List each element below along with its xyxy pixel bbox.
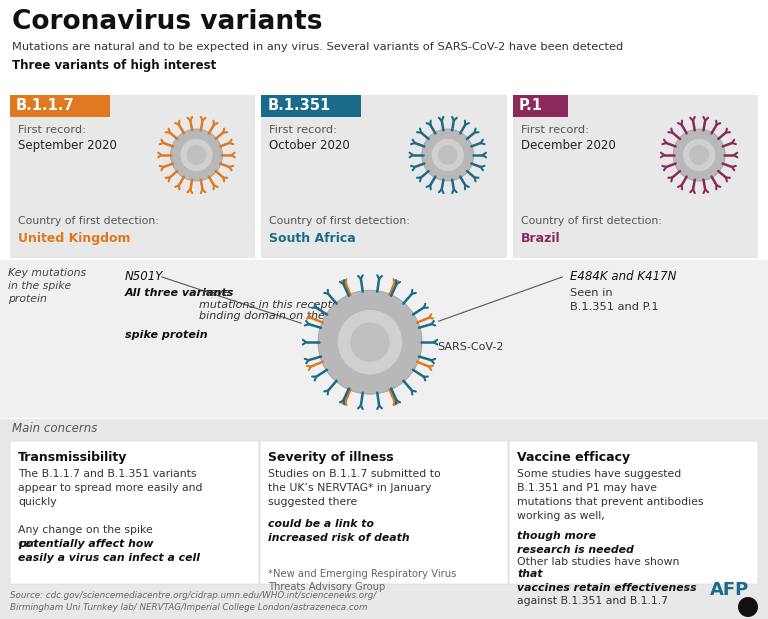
- Bar: [513, 95, 568, 117]
- Circle shape: [432, 139, 464, 171]
- Text: First record:: First record:: [18, 125, 86, 135]
- Text: Other lab studies have shown: Other lab studies have shown: [518, 557, 684, 567]
- Text: Mutations are natural and to be expected in any virus. Several variants of SARS-: Mutations are natural and to be expected…: [12, 42, 624, 52]
- Circle shape: [187, 145, 207, 165]
- Bar: [261, 95, 507, 258]
- Text: protein: protein: [8, 294, 47, 304]
- Circle shape: [170, 129, 223, 181]
- Circle shape: [350, 322, 389, 362]
- Bar: [10, 441, 259, 584]
- Circle shape: [318, 290, 422, 394]
- Circle shape: [738, 597, 758, 617]
- Text: Transmissibility: Transmissibility: [18, 451, 127, 464]
- Text: Country of first detection:: Country of first detection:: [521, 216, 661, 226]
- Bar: [0, 260, 768, 418]
- Text: against B.1.351 and B.1.1.7: against B.1.351 and B.1.1.7: [518, 596, 668, 606]
- Bar: [513, 95, 758, 258]
- Text: Key mutations: Key mutations: [8, 268, 86, 278]
- Text: Seen in
B.1.351 and P.1: Seen in B.1.351 and P.1: [570, 288, 659, 312]
- Text: B.1.351: B.1.351: [267, 98, 330, 113]
- Text: Three variants of high interest: Three variants of high interest: [12, 59, 217, 72]
- Text: The B.1.1.7 and B.1.351 variants
appear to spread more easily and
quickly: The B.1.1.7 and B.1.351 variants appear …: [18, 469, 203, 507]
- Circle shape: [438, 145, 458, 165]
- Circle shape: [422, 129, 474, 181]
- Text: South Africa: South Africa: [270, 232, 356, 245]
- Text: September 2020: September 2020: [18, 139, 117, 152]
- Circle shape: [673, 129, 725, 181]
- Bar: [261, 95, 361, 117]
- Text: All three variants: All three variants: [125, 288, 234, 298]
- Text: First record:: First record:: [270, 125, 337, 135]
- Bar: [260, 441, 508, 584]
- Text: Source: cdc.gov/sciencemediacentre.org/cidrap.umn.edu/WHO.int/sciencenews.org/
B: Source: cdc.gov/sciencemediacentre.org/c…: [10, 591, 376, 612]
- Text: First record:: First record:: [521, 125, 588, 135]
- Text: Country of first detection:: Country of first detection:: [18, 216, 159, 226]
- Text: that
vaccines retain effectiveness: that vaccines retain effectiveness: [518, 569, 697, 593]
- Bar: [10, 95, 110, 117]
- Text: *New and Emerging Respiratory Virus
Threats Advisory Group: *New and Emerging Respiratory Virus Thre…: [268, 569, 456, 592]
- Bar: [0, 419, 768, 619]
- Text: Severity of illness: Severity of illness: [268, 451, 393, 464]
- Text: Country of first detection:: Country of first detection:: [270, 216, 410, 226]
- Text: Coronavirus variants: Coronavirus variants: [12, 9, 323, 35]
- Text: Any change on the spike
can: Any change on the spike can: [18, 525, 153, 549]
- Circle shape: [683, 139, 715, 171]
- Text: SARS-CoV-2: SARS-CoV-2: [437, 342, 504, 352]
- Text: though more
research is needed: though more research is needed: [518, 531, 634, 555]
- Text: in the spike: in the spike: [8, 281, 71, 291]
- Bar: [509, 441, 758, 584]
- Text: Main concerns: Main concerns: [12, 422, 98, 435]
- Text: Vaccine efficacy: Vaccine efficacy: [518, 451, 631, 464]
- Text: Brazil: Brazil: [521, 232, 561, 245]
- Text: potentially affect how
easily a virus can infect a cell: potentially affect how easily a virus ca…: [18, 539, 200, 563]
- Text: E484K and K417N: E484K and K417N: [570, 270, 677, 283]
- Text: Some studies have suggested
B.1.351 and P1 may have
mutations that prevent antib: Some studies have suggested B.1.351 and …: [518, 469, 703, 521]
- Text: December 2020: December 2020: [521, 139, 615, 152]
- Text: could be a link to
increased risk of death: could be a link to increased risk of dea…: [268, 519, 409, 543]
- Text: October 2020: October 2020: [270, 139, 350, 152]
- Text: B.1.1.7: B.1.1.7: [16, 98, 74, 113]
- Text: United Kingdom: United Kingdom: [18, 232, 131, 245]
- Bar: [10, 95, 255, 258]
- Circle shape: [689, 145, 709, 165]
- Text: N501Y: N501Y: [125, 270, 164, 283]
- Text: spike protein: spike protein: [125, 330, 207, 340]
- Text: P.1: P.1: [518, 98, 543, 113]
- Text: have
mutations in this receptor-
binding domain on the: have mutations in this receptor- binding…: [199, 288, 346, 333]
- Circle shape: [338, 310, 402, 374]
- Circle shape: [180, 139, 213, 171]
- Text: AFP: AFP: [710, 581, 750, 599]
- Text: Studies on B.1.1.7 submitted to
the UK’s NERVTAG* in January
suggested there: Studies on B.1.1.7 submitted to the UK’s…: [268, 469, 440, 507]
